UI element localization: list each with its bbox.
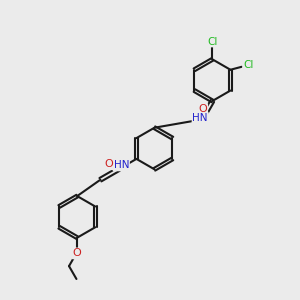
Text: Cl: Cl: [243, 60, 254, 70]
Text: O: O: [104, 159, 113, 169]
Text: O: O: [199, 104, 207, 114]
Text: O: O: [73, 248, 82, 258]
Text: HN: HN: [193, 113, 208, 123]
Text: HN: HN: [114, 160, 129, 170]
Text: Cl: Cl: [207, 37, 218, 46]
